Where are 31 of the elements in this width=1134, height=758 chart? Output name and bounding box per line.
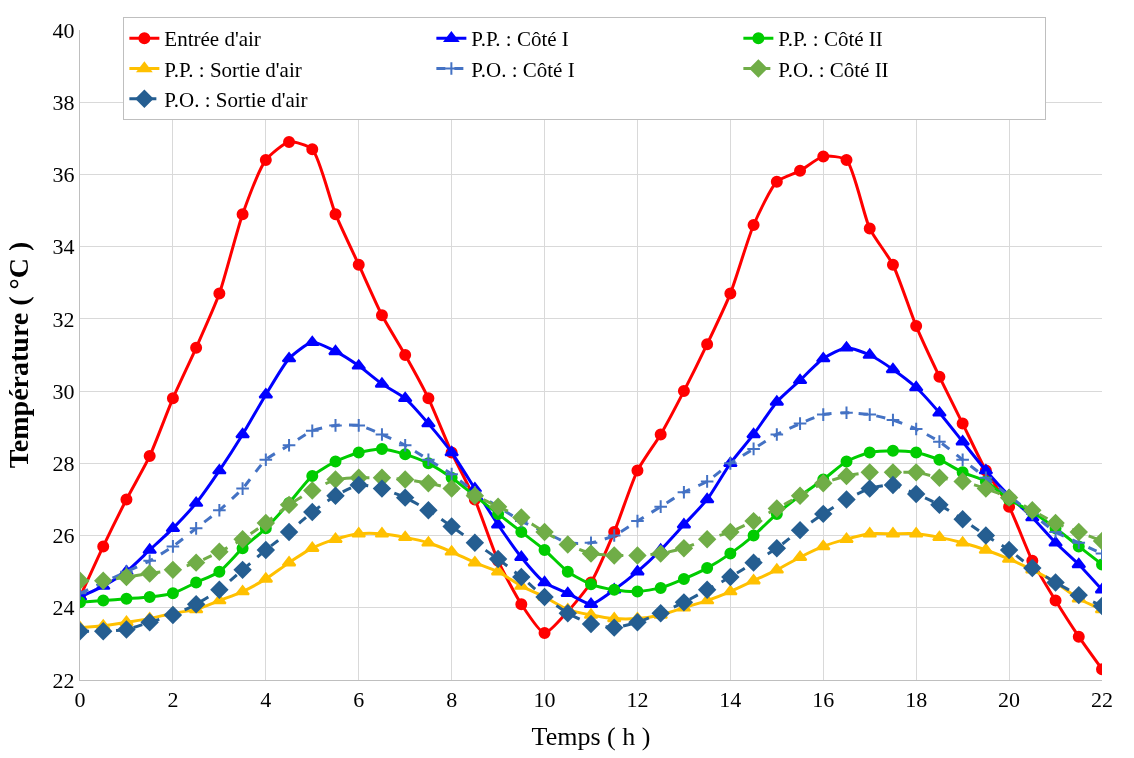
- y-tick-label: 28: [52, 451, 75, 477]
- y-tick-label: 32: [52, 306, 75, 332]
- x-tick-label: 20: [998, 687, 1021, 713]
- y-tick-label: 34: [52, 234, 75, 260]
- y-tick-label: 24: [52, 595, 75, 621]
- y-tick-label: 30: [52, 378, 75, 404]
- y-axis-title: Température ( °C ): [3, 241, 35, 469]
- x-tick-label: 4: [260, 687, 272, 713]
- y-tick-label: 40: [52, 17, 75, 43]
- x-tick-label: 10: [533, 687, 556, 713]
- legend-label: P.P. : Côté II: [778, 27, 883, 52]
- y-tick-label: 36: [52, 162, 75, 188]
- legend-label: P.O. : Sortie d'air: [164, 87, 308, 112]
- x-tick-label: 22: [1091, 687, 1113, 713]
- x-axis-title: Temps ( h ): [531, 722, 651, 752]
- legend-label: Entrée d'air: [164, 27, 261, 52]
- x-tick-label: 0: [74, 687, 86, 713]
- x-tick-label: 8: [446, 687, 458, 713]
- x-tick-label: 14: [719, 687, 742, 713]
- y-tick-label: 38: [52, 89, 75, 115]
- y-tick-label: 22: [52, 667, 75, 693]
- x-tick-label: 2: [167, 687, 179, 713]
- x-tick-label: 12: [626, 687, 649, 713]
- x-tick-label: 16: [812, 687, 835, 713]
- x-tick-label: 6: [353, 687, 365, 713]
- x-tick-label: 18: [905, 687, 928, 713]
- legend-label: P.P. : Côté I: [471, 27, 569, 52]
- legend-label: P.P. : Sortie d'air: [164, 57, 302, 82]
- legend-label: P.O. : Côté I: [471, 57, 575, 82]
- y-tick-label: 26: [52, 523, 75, 549]
- legend-label: P.O. : Côté II: [778, 57, 889, 82]
